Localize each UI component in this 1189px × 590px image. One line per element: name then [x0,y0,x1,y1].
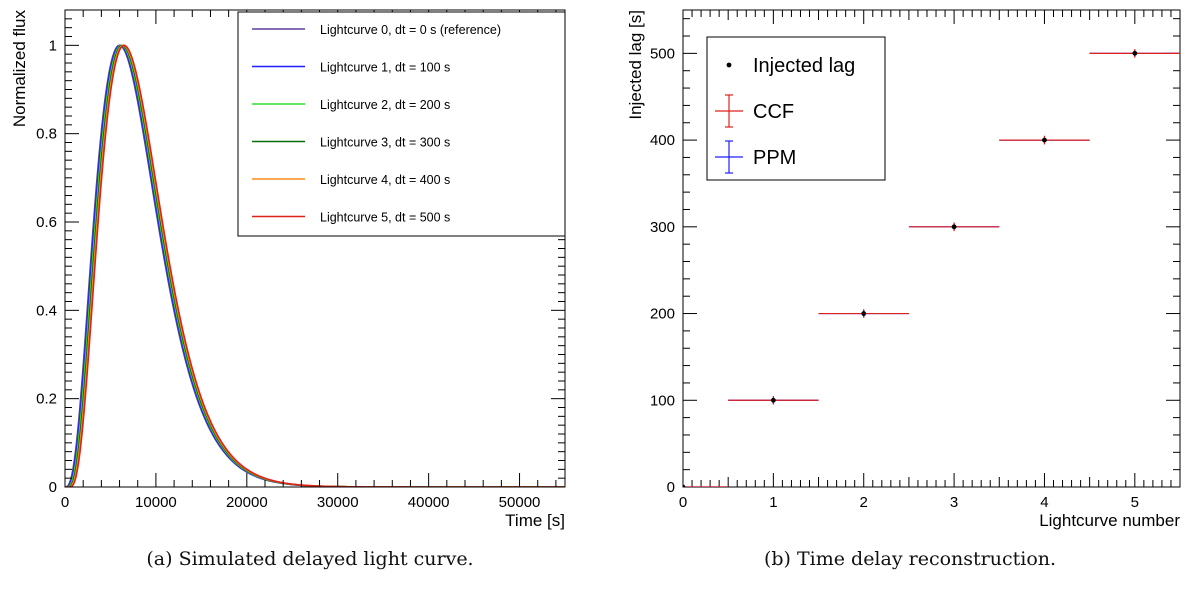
y-tick-label: 300 [650,219,675,236]
y-tick-label: 0.4 [36,302,57,319]
injected-point-5 [1132,50,1138,56]
x-tick-label: 5 [1131,494,1139,511]
y-tick-label: 100 [650,392,675,409]
y-tick-label: 500 [650,45,675,62]
legend-marker-0 [726,62,732,68]
y-tick-label: 0 [667,479,675,496]
plot-lag-reconstruction: 0 1 2 3 4 5 0 100 200 300 400 500 Lightcurve number I… [626,9,1181,530]
x-tick-label: 30000 [317,494,359,511]
x-axis-title: Lightcurve number [1039,511,1180,530]
y-axis-title: Normalized flux [10,10,29,128]
y-tick-label: 0.6 [36,214,57,231]
curves-group [65,44,565,487]
plot-b-frame [682,9,1181,488]
y-tick-label: 200 [650,306,675,323]
injected-point-2 [861,311,867,316]
x-tick-label: 2 [860,494,868,511]
x-tick-label: 0 [61,494,69,511]
legend-label-4: Lightcurve 4, dt = 400 s [320,173,450,187]
legend-label-3: Lightcurve 3, dt = 300 s [320,136,450,150]
x-tick-label: 0 [679,494,687,511]
y-tick-label: 0.8 [36,126,57,143]
y-tick-label: 0 [49,479,57,496]
x-tick-label: 1 [769,494,777,511]
injected-point-3 [951,224,957,230]
y-tick-label: 400 [650,132,675,149]
x-tick-label: 4 [1040,494,1048,511]
x-tick-label: 50000 [499,494,541,511]
y-tick-label: 0.2 [36,391,57,408]
y-tick-label: 1 [49,37,57,54]
legend-box [706,36,886,181]
legend-label-1: CCF [753,101,794,123]
legend-box [237,11,566,237]
injected-point-0 [683,484,686,487]
y-axis-title: Injected lag [s] [626,10,645,120]
x-tick-label: 3 [950,494,958,511]
legend-label-0: Lightcurve 0, dt = 0 s (reference) [320,23,501,37]
legend-label-5: Lightcurve 5, dt = 500 s [320,211,450,225]
injected-point-4 [1042,137,1047,143]
x-tick-label: 20000 [226,494,268,511]
x-tick-label: 10000 [135,494,177,511]
legend-label-2: PPM [753,147,796,169]
x-tick-label: 40000 [408,494,450,511]
legend-label-2: Lightcurve 2, dt = 200 s [320,98,450,112]
plot-light-curves: 0 10000 20000 30000 40000 50000 0 0.2 0.4 0.6 0.8 1… [10,9,566,530]
caption-a: (a) Simulated delayed light curve. [146,548,474,570]
series-line-5 [65,44,565,487]
points-group [683,49,1180,487]
x-axis-title: Time [s] [505,511,565,530]
legend-label-1: Lightcurve 1, dt = 100 s [320,61,450,75]
injected-point-1 [770,397,776,403]
caption-b: (b) Time delay reconstruction. [763,548,1057,570]
legend-label-0: Injected lag [753,55,855,77]
